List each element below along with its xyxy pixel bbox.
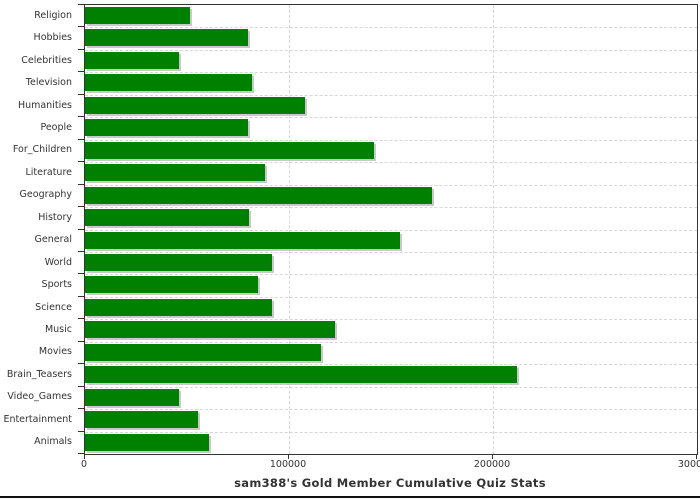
y-axis-tick	[78, 138, 84, 140]
bar-brain-teasers	[85, 366, 518, 384]
category-label-movies: Movies	[38, 346, 72, 358]
category-label-religion: Religion	[34, 9, 72, 21]
category-label-geography: Geography	[19, 189, 72, 201]
gridline-horizontal	[85, 341, 697, 343]
y-axis-tick	[78, 4, 84, 5]
gridline-horizontal	[85, 386, 697, 388]
gridline-horizontal	[85, 117, 697, 119]
gridline-horizontal	[85, 296, 697, 298]
bar-animals	[85, 433, 210, 451]
category-label-hobbies: Hobbies	[33, 32, 72, 44]
y-axis-tick	[78, 183, 84, 185]
gridline-horizontal	[85, 364, 697, 366]
gridline-horizontal	[85, 229, 697, 231]
category-label-literature: Literature	[25, 166, 72, 178]
y-axis-tick	[78, 250, 84, 252]
x-axis-tick-200000	[492, 454, 493, 459]
category-label-animals: Animals	[34, 436, 72, 448]
bar-entertainment	[85, 411, 199, 429]
chart-title: sam388's Gold Member Cumulative Quiz Sta…	[234, 476, 546, 490]
plot-area	[84, 4, 698, 455]
category-label-humanities: Humanities	[17, 99, 72, 111]
bar-religion	[85, 7, 191, 24]
y-axis-tick	[78, 340, 84, 342]
category-label-people: People	[40, 121, 72, 133]
category-label-brain-teasers: Brain_Teasers	[6, 368, 72, 380]
bar-movies	[85, 343, 321, 361]
bar-hobbies	[85, 29, 249, 47]
bar-music	[85, 321, 335, 339]
gridline-horizontal	[85, 139, 697, 141]
category-label-television: Television	[25, 77, 72, 89]
gridline-horizontal	[85, 184, 697, 186]
bar-humanities	[85, 96, 306, 114]
x-tick-label-200000: 200000	[473, 459, 511, 470]
y-axis-tick	[78, 408, 84, 410]
bar-history	[85, 209, 250, 227]
y-axis-tick	[78, 385, 84, 387]
bar-world	[85, 253, 272, 271]
y-axis-tick	[78, 93, 84, 95]
y-axis-tick	[78, 26, 84, 28]
bar-people	[85, 119, 249, 137]
y-axis-tick	[78, 71, 84, 73]
y-axis-tick	[78, 295, 84, 297]
y-axis-tick	[78, 228, 84, 230]
gridline-horizontal	[85, 251, 697, 253]
category-label-music: Music	[44, 324, 72, 336]
category-label-history: History	[38, 211, 72, 223]
gridline-horizontal	[85, 319, 697, 321]
bar-science	[85, 298, 272, 316]
bar-general	[85, 231, 401, 249]
gridline-horizontal	[85, 49, 697, 51]
bar-literature	[85, 164, 265, 182]
category-label-for-children: For_Children	[12, 144, 72, 156]
x-axis-tick-300000	[696, 454, 697, 459]
bar-video-games	[85, 388, 179, 406]
x-axis-tick-100000	[288, 454, 289, 459]
x-tick-label-300000: 300000	[677, 459, 700, 470]
y-axis-tick	[78, 363, 84, 365]
category-label-celebrities: Celebrities	[21, 54, 72, 66]
category-label-general: General	[34, 234, 72, 246]
y-axis-tick	[78, 453, 84, 454]
category-label-entertainment: Entertainment	[3, 413, 72, 425]
gridline-horizontal	[85, 72, 697, 74]
bar-for-children	[85, 141, 374, 159]
bar-television	[85, 74, 253, 92]
bottom-divider-line	[0, 496, 700, 498]
bar-geography	[85, 186, 432, 204]
y-axis-tick	[78, 430, 84, 432]
gridline-horizontal	[85, 274, 697, 276]
y-axis-tick	[78, 161, 84, 163]
gridline-horizontal	[85, 431, 697, 433]
y-axis-tick	[78, 206, 84, 208]
gridline-horizontal	[85, 94, 697, 96]
y-axis-tick	[78, 116, 84, 118]
gridline-horizontal	[85, 207, 697, 209]
y-axis-tick	[78, 273, 84, 275]
x-tick-label-0: 0	[80, 459, 88, 470]
x-axis-tick-0	[84, 454, 85, 459]
category-label-sports: Sports	[41, 279, 72, 291]
gridline-horizontal	[85, 409, 697, 411]
y-axis-tick	[78, 48, 84, 50]
category-label-science: Science	[35, 301, 72, 313]
category-label-world: World	[44, 256, 72, 268]
gridline-horizontal	[85, 162, 697, 164]
gridline-horizontal	[85, 27, 697, 29]
category-label-video-games: Video_Games	[7, 391, 72, 403]
y-axis-tick	[78, 318, 84, 320]
bar-sports	[85, 276, 259, 294]
y-axis-labels: Religion Hobbies Celebrities Television Huma…	[0, 4, 78, 453]
bar-celebrities	[85, 51, 179, 69]
x-tick-label-100000: 100000	[269, 459, 307, 470]
